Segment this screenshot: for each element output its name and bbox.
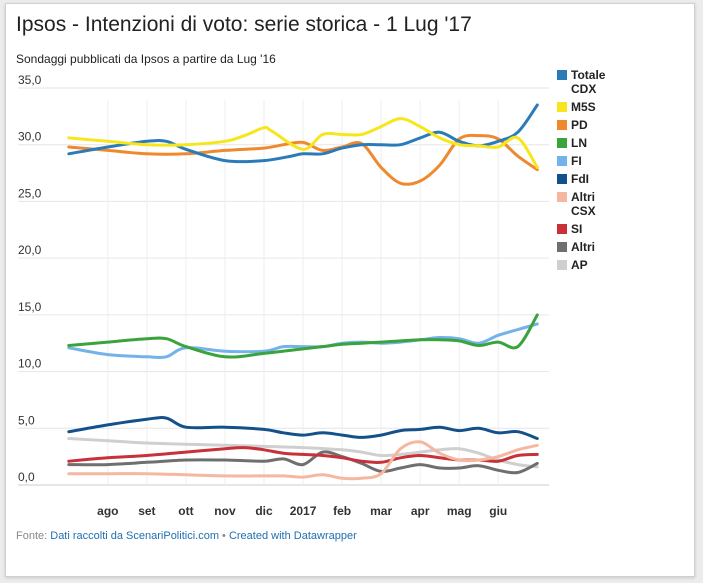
x-tick-label: 2017 — [290, 504, 317, 518]
datawrapper-link[interactable]: Created with Datawrapper — [228, 530, 357, 542]
line-chart: 35,0 30,0 25,0 20,0 15,0 10,0 5,0 0,0 ago set ott n… — [18, 73, 549, 518]
y-tick-label: 5,0 — [18, 413, 35, 427]
series-line-fdi — [67, 416, 539, 440]
legend-item-fdi: FdI — [557, 172, 692, 186]
x-tick-label: apr — [411, 504, 430, 518]
chart-legend: Totale CDX M5S PD LN FI FdI Altri CSX SI Altri AP — [557, 68, 692, 276]
chart-title: Ipsos - Intenzioni di voto: serie storic… — [16, 13, 472, 36]
legend-item-m5s: M5S — [557, 100, 692, 114]
legend-label: PD — [571, 118, 588, 132]
footer-prefix: Fonte: — [16, 530, 51, 542]
footer-separator: • — [218, 530, 229, 542]
legend-swatch — [557, 242, 567, 252]
series-line-ln — [67, 313, 539, 359]
legend-label: Totale CDX — [571, 68, 606, 96]
legend-item-ap: AP — [557, 258, 692, 272]
legend-label: M5S — [571, 100, 596, 114]
x-tick-label: ott — [178, 504, 193, 518]
y-tick-label: 20,0 — [18, 243, 42, 257]
legend-swatch — [557, 102, 567, 112]
x-tick-label: nov — [214, 504, 236, 518]
legend-swatch — [557, 174, 567, 184]
legend-item-fi: FI — [557, 154, 692, 168]
legend-label: SI — [571, 222, 583, 236]
series-line-m5s — [67, 117, 539, 169]
y-tick-label: 35,0 — [18, 73, 42, 87]
legend-label: FI — [571, 154, 582, 168]
x-tick-label: mar — [370, 504, 392, 518]
legend-swatch — [557, 138, 567, 148]
y-tick-label: 15,0 — [18, 300, 42, 314]
chart-subtitle: Sondaggi pubblicati da Ipsos a partire d… — [16, 52, 276, 66]
y-tick-label: 25,0 — [18, 186, 42, 200]
legend-swatch — [557, 224, 567, 234]
legend-item-altri: Altri — [557, 240, 692, 254]
legend-item-pd: PD — [557, 118, 692, 132]
y-tick-label: 30,0 — [18, 130, 42, 144]
legend-swatch — [557, 260, 567, 270]
x-tick-label: mag — [447, 504, 472, 518]
x-tick-label: feb — [333, 504, 351, 518]
x-tick-label: dic — [255, 504, 273, 518]
legend-swatch — [557, 120, 567, 130]
legend-swatch — [557, 192, 567, 202]
y-tick-label: 10,0 — [18, 357, 42, 371]
legend-label: Altri — [571, 240, 595, 254]
legend-label: LN — [571, 136, 587, 150]
x-tick-label: giu — [489, 504, 507, 518]
legend-label: Altri CSX — [571, 190, 596, 218]
y-tick-label: 0,0 — [18, 470, 35, 484]
legend-item-si: SI — [557, 222, 692, 236]
legend-label: FdI — [571, 172, 589, 186]
x-tick-label: ago — [97, 504, 118, 518]
legend-item-ln: LN — [557, 136, 692, 150]
legend-swatch — [557, 156, 567, 166]
legend-label: AP — [571, 258, 588, 272]
chart-footer: Fonte: Dati raccolti da ScenariPolitici.… — [16, 530, 357, 542]
source-link[interactable]: Dati raccolti da ScenariPolitici.com — [50, 530, 219, 542]
legend-item-altri-csx: Altri CSX — [557, 190, 692, 218]
legend-swatch — [557, 70, 567, 80]
series-line-ap — [67, 437, 539, 469]
series-line-altri-csx — [67, 440, 539, 481]
legend-item-totale-cdx: Totale CDX — [557, 68, 692, 96]
chart-card: Ipsos - Intenzioni di voto: serie storic… — [5, 3, 695, 577]
x-tick-label: set — [138, 504, 155, 518]
series-line-pd — [67, 133, 539, 186]
